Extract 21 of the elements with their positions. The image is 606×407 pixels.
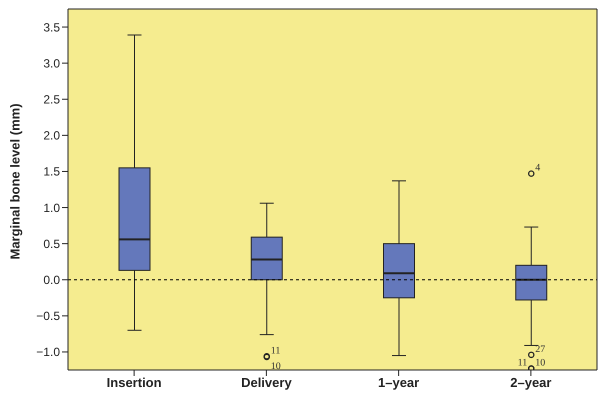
x-tick-label: 1–year: [378, 375, 420, 390]
annotation: 4: [535, 162, 540, 174]
annotation: 11: [270, 345, 280, 356]
y-tick-label: 2.5: [43, 92, 60, 107]
x-tick-label: Delivery: [241, 375, 292, 390]
y-tick-label: 1.5: [43, 164, 60, 179]
x-tick-label: Insertion: [106, 375, 162, 390]
y-tick-label: −0.5: [36, 309, 60, 324]
annotation: 10: [270, 361, 281, 372]
y-tick-label: −1.0: [36, 345, 60, 360]
y-tick-label: 2.0: [43, 128, 60, 143]
y-tick-label: 3.5: [43, 20, 60, 34]
y-tick-label: 0.5: [43, 236, 60, 251]
y-tick-label: 0.0: [43, 273, 60, 288]
y-tick-label: 1.0: [43, 200, 60, 215]
annotation: 11: [518, 358, 528, 369]
y-axis-title: Marginal bone level (mm): [8, 103, 23, 260]
annotation: 27: [535, 344, 546, 355]
x-tick-label: 2–year: [510, 375, 552, 390]
y-tick-label: 3.0: [43, 56, 60, 70]
annotation: 10: [535, 358, 546, 369]
